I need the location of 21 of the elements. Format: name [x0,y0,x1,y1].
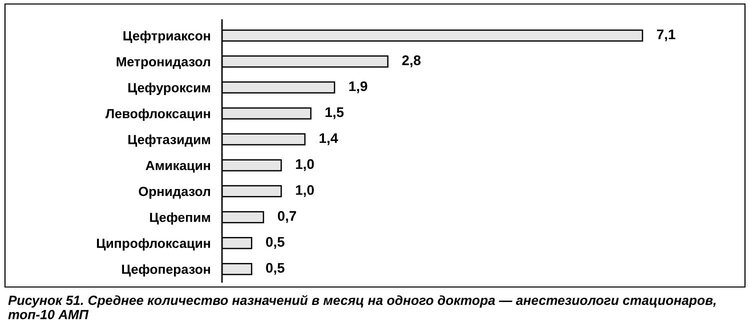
data-label: 0,5 [266,262,284,275]
data-label: 2,8 [402,55,421,68]
text: Рисунок 51. Среднее количество назначений в месяц на одного доктора — анестезиологи стационаров, топ-10 АМП [8,295,716,320]
data-label: 0,5 [266,236,284,249]
y-tick-label: Левофлоксацин [105,108,210,121]
data-label: 1,4 [320,133,338,146]
y-tick-label: Метронидазол [116,57,210,70]
y-tick-label: Амикацин [146,160,210,173]
data-label: 1,9 [349,81,368,94]
y-tick-label: Ципрофлоксацин [97,238,210,251]
data-label: 0,7 [278,211,296,223]
y-tick-label: Цефуроксим [128,82,210,95]
data-label: 1,5 [326,107,344,120]
y-tick-label: Орнидазол [138,186,210,199]
data-label: 7,1 [656,30,676,42]
y-tick-label: Цефоперазон [122,264,210,277]
data-label: 1,0 [296,185,314,197]
y-tick-label: Цефепим [150,212,210,225]
y-tick-label: Цефтриаксон [124,30,210,44]
data-label: 1,0 [296,159,314,172]
y-tick-label: Цефтазидим [128,134,210,147]
